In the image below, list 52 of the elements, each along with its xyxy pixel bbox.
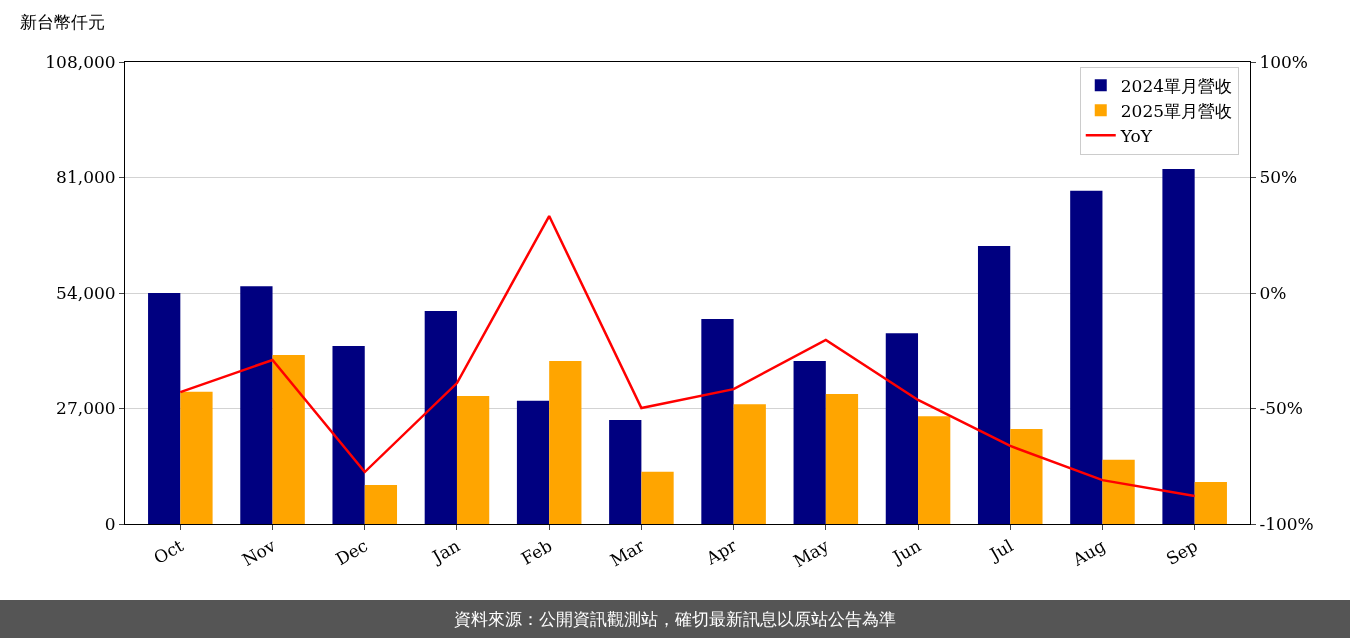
y2-tick-label: -100%: [1259, 513, 1314, 534]
bar: [918, 416, 951, 524]
bar: [456, 396, 490, 524]
legend-label: 2025單月營收: [1120, 100, 1233, 121]
bar: [549, 361, 582, 524]
x-tick-label: Jun: [887, 535, 925, 569]
y-tick-label: 108,000: [45, 51, 116, 72]
bar: [733, 404, 766, 524]
bar: [885, 333, 919, 524]
line-series: [179, 214, 1196, 498]
bar: [240, 286, 273, 524]
bar: [825, 393, 859, 524]
y-tick-label: 27,000: [56, 398, 116, 419]
x-tick-label: Jan: [427, 535, 464, 568]
y2-tick-label: 50%: [1259, 167, 1298, 188]
bar: [148, 293, 181, 524]
x-tick-label: Aug: [1068, 535, 1109, 571]
bar: [1102, 459, 1135, 524]
x-tick-label: Nov: [238, 535, 280, 571]
bar: [180, 391, 213, 524]
x-tick-label: May: [789, 535, 833, 572]
bar: [1010, 429, 1043, 524]
bar: [516, 400, 550, 524]
y-tick-label: 81,000: [56, 167, 116, 188]
bar: [272, 355, 305, 524]
x-tick-label: Sep: [1162, 535, 1202, 570]
x-tick-label: Apr: [701, 534, 741, 569]
x-tick-label: Oct: [150, 535, 187, 568]
bar: [701, 319, 734, 524]
legend-label: 2024單月營收: [1120, 75, 1233, 96]
bar: [364, 485, 398, 524]
bar: [1070, 190, 1103, 524]
y-axis-title: 新台幣仟元: [20, 12, 105, 32]
bar: [977, 245, 1011, 524]
bar: [332, 346, 365, 524]
y2-tick-label: 100%: [1259, 51, 1309, 72]
x-tick-label: Feb: [517, 535, 556, 569]
y-tick-label: 54,000: [56, 282, 116, 303]
legend-label: YoY: [1119, 126, 1153, 146]
y-tick-label: 0: [104, 513, 116, 534]
bar: [1194, 482, 1227, 524]
x-tick-label: Dec: [332, 535, 371, 570]
x-tick-label: Jul: [984, 535, 1017, 566]
bar: [609, 420, 642, 524]
x-tick-label: Mar: [606, 534, 649, 571]
bar: [641, 471, 674, 524]
bar: [793, 361, 826, 524]
y2-tick-label: -50%: [1259, 398, 1303, 419]
source-note: 資料來源：公開資訊觀測站，確切最新訊息以原站公告為準: [0, 600, 1350, 638]
bar: [424, 310, 457, 524]
y2-tick-label: 0%: [1259, 282, 1287, 303]
bar: [1162, 168, 1195, 524]
